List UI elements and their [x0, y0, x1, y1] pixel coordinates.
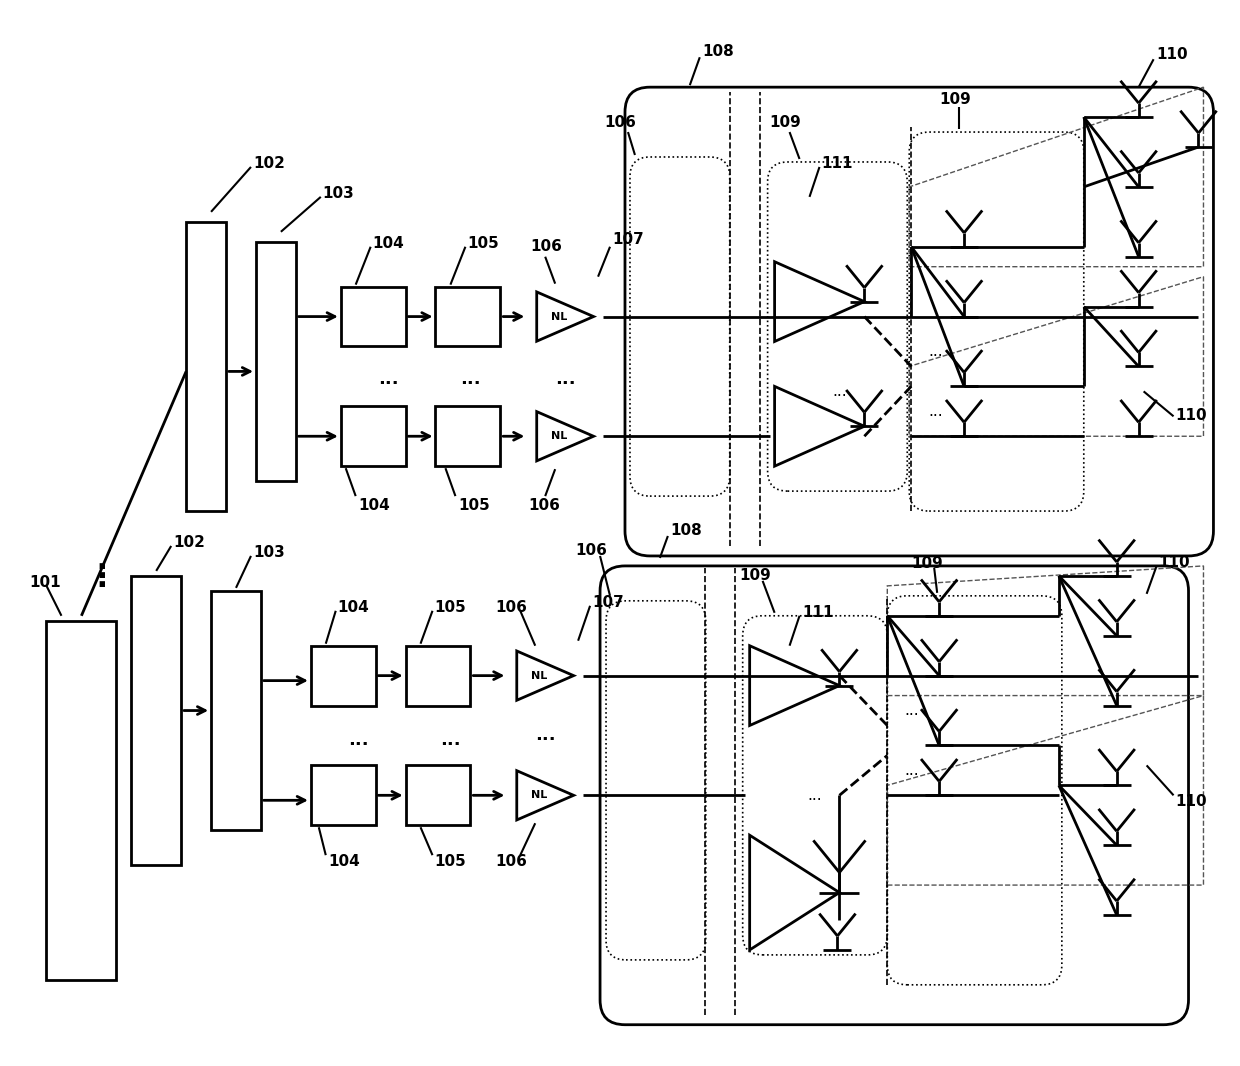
Text: ...: ... — [348, 731, 370, 749]
Text: ...: ... — [904, 704, 919, 718]
Text: 105: 105 — [434, 854, 466, 869]
Text: NL: NL — [532, 671, 548, 680]
Text: 105: 105 — [459, 498, 490, 513]
Text: 106: 106 — [495, 854, 527, 869]
Text: 111: 111 — [802, 604, 835, 619]
Text: 104: 104 — [358, 498, 391, 513]
FancyBboxPatch shape — [46, 620, 117, 980]
FancyBboxPatch shape — [341, 406, 405, 466]
FancyBboxPatch shape — [405, 646, 470, 706]
Text: 105: 105 — [434, 600, 466, 615]
FancyBboxPatch shape — [131, 576, 181, 866]
Text: ...: ... — [929, 404, 944, 419]
Text: 110: 110 — [1158, 555, 1190, 570]
FancyBboxPatch shape — [311, 646, 376, 706]
Text: 105: 105 — [467, 236, 500, 251]
FancyBboxPatch shape — [405, 765, 470, 825]
Text: ...: ... — [807, 788, 822, 803]
Text: ...: ... — [460, 370, 481, 388]
FancyBboxPatch shape — [211, 591, 260, 830]
Text: 107: 107 — [613, 231, 644, 246]
FancyBboxPatch shape — [341, 287, 405, 346]
Text: ⋮: ⋮ — [86, 564, 117, 593]
Text: 102: 102 — [253, 156, 285, 171]
Text: 109: 109 — [939, 92, 971, 107]
Text: ...: ... — [534, 726, 556, 744]
Text: ...: ... — [832, 384, 847, 399]
Text: ...: ... — [929, 344, 944, 359]
Text: ...: ... — [440, 731, 461, 749]
Text: 104: 104 — [329, 854, 361, 869]
Text: 106: 106 — [575, 543, 608, 558]
Text: 104: 104 — [373, 236, 404, 251]
Text: 104: 104 — [337, 600, 370, 615]
Text: 110: 110 — [1176, 794, 1208, 809]
FancyBboxPatch shape — [255, 242, 296, 481]
Text: 102: 102 — [174, 535, 205, 550]
Text: 101: 101 — [30, 575, 61, 589]
Text: 106: 106 — [604, 115, 636, 130]
Text: ...: ... — [378, 370, 399, 388]
Text: 110: 110 — [1176, 408, 1208, 423]
Text: 106: 106 — [528, 498, 560, 513]
Text: 106: 106 — [531, 239, 562, 254]
FancyBboxPatch shape — [435, 406, 500, 466]
Text: NL: NL — [552, 432, 568, 441]
Text: 109: 109 — [911, 555, 942, 571]
Text: 108: 108 — [703, 44, 734, 60]
Text: 109: 109 — [770, 115, 801, 130]
Text: 103: 103 — [253, 545, 285, 560]
Text: 111: 111 — [821, 156, 853, 171]
Text: ...: ... — [554, 370, 575, 388]
Text: 110: 110 — [1157, 47, 1188, 62]
Text: 109: 109 — [740, 568, 771, 583]
Text: NL: NL — [552, 311, 568, 322]
FancyBboxPatch shape — [186, 222, 226, 511]
Text: NL: NL — [532, 790, 548, 801]
Text: 106: 106 — [495, 600, 527, 615]
Text: ...: ... — [904, 763, 919, 778]
FancyBboxPatch shape — [435, 287, 500, 346]
FancyBboxPatch shape — [311, 765, 376, 825]
Text: 108: 108 — [670, 523, 702, 538]
Text: 103: 103 — [322, 185, 355, 200]
Text: 107: 107 — [591, 595, 624, 610]
